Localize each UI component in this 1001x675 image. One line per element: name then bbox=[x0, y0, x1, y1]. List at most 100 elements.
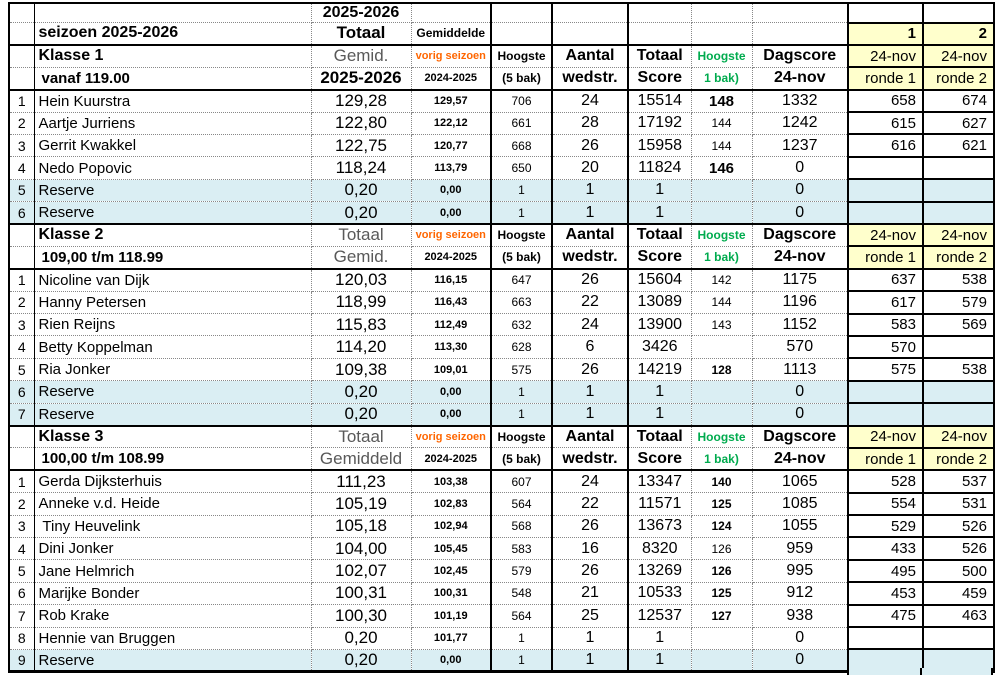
player-rank: 8 bbox=[9, 627, 35, 650]
player-match-count: 16 bbox=[552, 537, 629, 561]
player-day-score: 1065 bbox=[752, 470, 849, 494]
player-average: 122,75 bbox=[311, 134, 412, 158]
player-high-5bak: 1 bbox=[491, 179, 553, 203]
player-total-score: 1 bbox=[628, 380, 692, 404]
player-average: 0,20 bbox=[311, 179, 412, 203]
player-high-1bak bbox=[691, 335, 753, 359]
player-high-5bak: 706 bbox=[491, 89, 553, 113]
player-round2-score: 463 bbox=[922, 603, 995, 628]
player-high-1bak: 127 bbox=[691, 604, 753, 628]
player-round2-score: 538 bbox=[922, 267, 995, 292]
player-round1-score: 617 bbox=[847, 290, 924, 315]
player-match-count: 26 bbox=[552, 268, 629, 292]
player-high-1bak: 125 bbox=[691, 492, 753, 516]
hoogste1-header: Hoogste bbox=[691, 224, 753, 247]
player-round1-score bbox=[847, 379, 924, 404]
prev-years-label: 2024-2025 bbox=[411, 246, 492, 270]
hoogste5-header: Hoogste bbox=[491, 425, 553, 449]
player-day-score: 570 bbox=[752, 335, 849, 359]
player-total-score: 1 bbox=[628, 179, 692, 203]
player-round1-score: 554 bbox=[847, 491, 924, 516]
ronde2-date-header: 24-nov bbox=[922, 222, 995, 247]
player-match-count: 1 bbox=[552, 179, 629, 203]
player-total-score: 14219 bbox=[628, 358, 692, 382]
player-round1-score: 475 bbox=[847, 603, 924, 628]
player-high-1bak: 124 bbox=[691, 515, 753, 538]
overflow-blue-cell-ronde1 bbox=[847, 668, 922, 675]
player-average: 118,24 bbox=[311, 156, 412, 180]
player-high-5bak: 575 bbox=[491, 358, 553, 382]
player-match-count: 26 bbox=[552, 134, 629, 158]
player-day-score: 0 bbox=[752, 179, 849, 203]
player-rank: 3 bbox=[9, 134, 35, 158]
player-prev-average: 120,77 bbox=[411, 134, 492, 158]
player-round1-score: 453 bbox=[847, 581, 924, 606]
player-high-5bak: 1 bbox=[491, 380, 553, 404]
player-rank: 4 bbox=[9, 156, 35, 180]
player-rank: 4 bbox=[9, 537, 35, 561]
class-range: vanaf 119.00 bbox=[34, 67, 312, 91]
hoogste1-header: Hoogste bbox=[691, 425, 753, 449]
table-row-season-top: 2025-2026 bbox=[9, 2, 995, 23]
player-day-score: 1152 bbox=[752, 313, 849, 337]
player-round1-score bbox=[847, 155, 924, 180]
player-high-5bak: 647 bbox=[491, 268, 553, 292]
player-prev-average: 101,77 bbox=[411, 627, 492, 650]
empty-cell bbox=[691, 3, 753, 23]
player-row: 6 Marijke Bonder 100,31 100,31 548 21 10… bbox=[9, 581, 995, 606]
player-name: Nicoline van Dijk bbox=[34, 268, 312, 292]
ronde1-date-header: 24-nov bbox=[847, 424, 924, 449]
player-name: Nedo Popovic bbox=[34, 156, 312, 180]
empty-cell bbox=[34, 3, 312, 23]
player-match-count: 1 bbox=[552, 649, 629, 674]
player-match-count: 22 bbox=[552, 291, 629, 315]
player-average: 111,23 bbox=[311, 470, 412, 494]
player-row: 7 Rob Krake 100,30 101,19 564 25 12537 1… bbox=[9, 603, 995, 628]
player-round2-score: 627 bbox=[922, 111, 995, 135]
player-total-score: 3426 bbox=[628, 335, 692, 359]
player-row: 5 Reserve 0,20 0,00 1 1 1 0 bbox=[9, 178, 995, 203]
player-average: 120,03 bbox=[311, 268, 412, 292]
player-high-1bak bbox=[691, 201, 753, 226]
class-title: Klasse 1 bbox=[34, 44, 312, 68]
player-match-count: 20 bbox=[552, 156, 629, 180]
player-rank: 5 bbox=[9, 179, 35, 203]
empty-cell bbox=[628, 3, 692, 23]
player-name: Rob Krake bbox=[34, 604, 312, 628]
player-average: 129,28 bbox=[311, 89, 412, 113]
player-total-score: 13347 bbox=[628, 470, 692, 494]
dagscore-header: Dagscore bbox=[752, 44, 849, 68]
player-row: 3 Tiny Heuvelink 105,18 102,94 568 26 13… bbox=[9, 514, 995, 538]
player-high-5bak: 668 bbox=[491, 134, 553, 158]
class-avg-label-top: Totaal bbox=[311, 224, 412, 247]
player-prev-average: 109,01 bbox=[411, 358, 492, 382]
player-match-count: 26 bbox=[552, 559, 629, 583]
player-rank: 2 bbox=[9, 112, 35, 135]
player-total-score: 11824 bbox=[628, 156, 692, 180]
player-high-1bak: 125 bbox=[691, 582, 753, 606]
player-prev-average: 113,79 bbox=[411, 156, 492, 180]
player-name: Gerrit Kwakkel bbox=[34, 134, 312, 158]
player-match-count: 1 bbox=[552, 380, 629, 404]
player-round2-score: 674 bbox=[922, 88, 995, 113]
prev-years-label: 2024-2025 bbox=[411, 447, 492, 472]
empty-cell bbox=[847, 2, 924, 23]
dagscore-date-header: 24-nov bbox=[752, 447, 849, 472]
table-row-season-header: seizoen 2025-2026 Totaal Gemiddelde 1 2 bbox=[9, 21, 995, 46]
empty-cell bbox=[9, 3, 35, 23]
player-match-count: 24 bbox=[552, 313, 629, 337]
player-round2-score: 526 bbox=[922, 514, 995, 538]
player-row: 5 Ria Jonker 109,38 109,01 575 26 14219 … bbox=[9, 357, 995, 382]
player-prev-average: 116,15 bbox=[411, 268, 492, 292]
player-day-score: 1055 bbox=[752, 515, 849, 538]
player-round2-score: 531 bbox=[922, 491, 995, 516]
player-total-score: 13673 bbox=[628, 515, 692, 538]
player-match-count: 1 bbox=[552, 627, 629, 650]
player-round1-score bbox=[847, 200, 924, 226]
player-day-score: 1237 bbox=[752, 134, 849, 158]
player-total-score: 13269 bbox=[628, 559, 692, 583]
player-round2-score bbox=[922, 626, 995, 650]
class-avg-label-top: Gemid. bbox=[311, 44, 412, 68]
player-row: 2 Anneke v.d. Heide 105,19 102,83 564 22… bbox=[9, 491, 995, 516]
player-match-count: 6 bbox=[552, 335, 629, 359]
